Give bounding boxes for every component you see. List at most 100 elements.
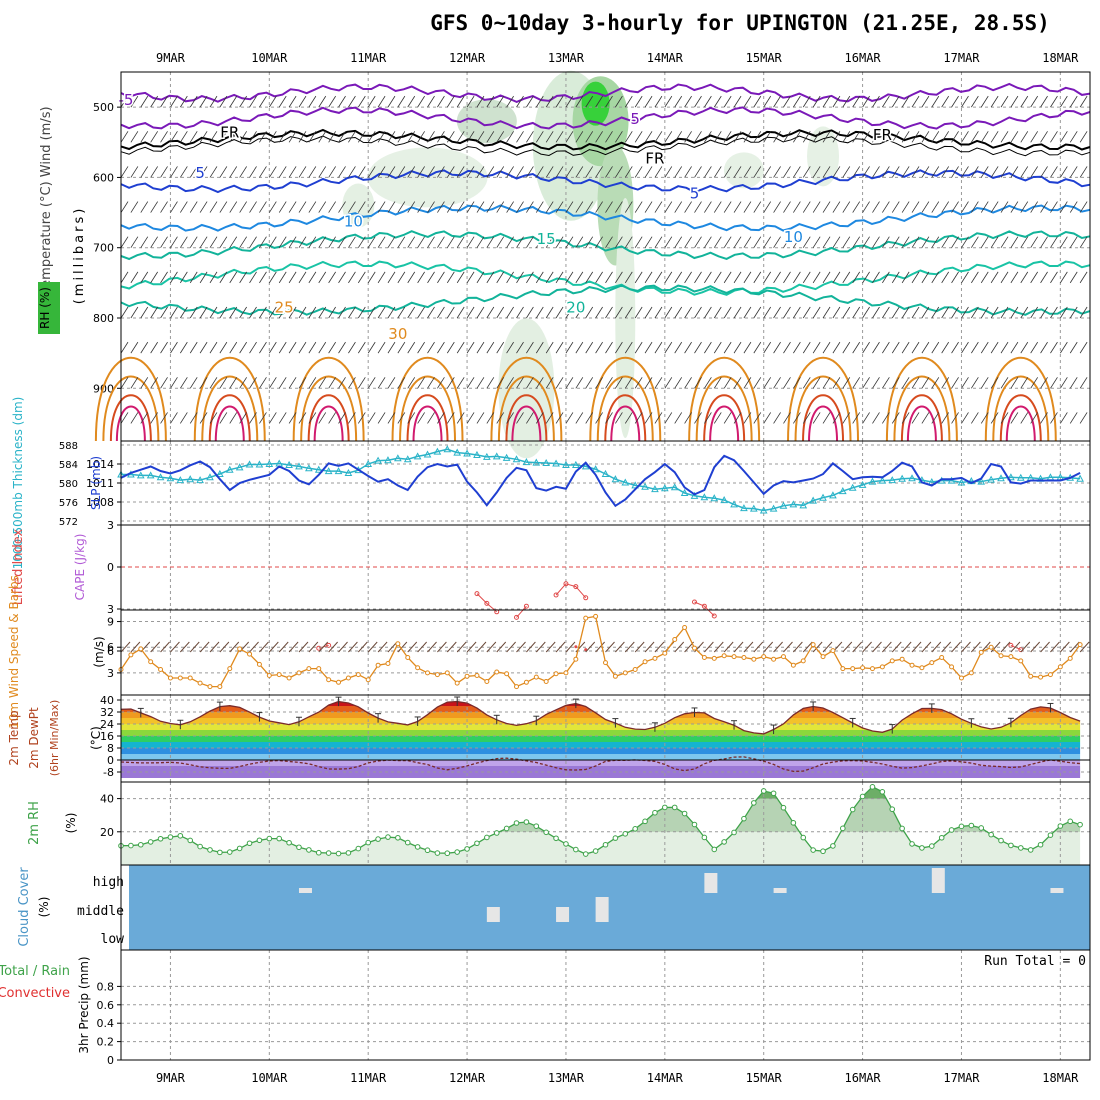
wind-barb	[1040, 95, 1048, 108]
rh-point	[246, 840, 253, 847]
wind-barb	[802, 377, 811, 389]
wind-barb	[308, 201, 317, 213]
wind-barb	[1030, 341, 1039, 354]
wind-barb	[763, 201, 772, 213]
wind-barb	[456, 236, 465, 248]
li-axis-title: Lifted Index	[11, 528, 26, 605]
wind-barb	[387, 271, 396, 284]
wind-barb	[793, 412, 801, 424]
wind-barb	[575, 341, 584, 354]
rh-point	[424, 847, 431, 854]
wind-barb	[595, 166, 603, 178]
wind-barb	[249, 306, 257, 319]
wind-barb	[971, 341, 979, 354]
wind-barb	[516, 131, 524, 143]
li-series-point	[574, 645, 578, 649]
wind-barb-10m	[970, 641, 981, 653]
wind-barb	[901, 377, 910, 389]
wind-barb	[209, 166, 218, 178]
wind-barb	[476, 131, 485, 143]
wind-barb	[417, 341, 425, 354]
rh-point	[760, 788, 767, 794]
wind-barb	[1069, 236, 1078, 248]
wind-barb	[1069, 131, 1078, 143]
wind-barb	[575, 377, 584, 389]
thickness-point	[403, 455, 412, 463]
wind-barb	[664, 271, 673, 284]
wind-speed-point	[1028, 673, 1034, 679]
wind-barb	[120, 236, 129, 248]
wind-barb	[694, 341, 702, 354]
wind-barb	[1059, 166, 1068, 178]
wind-barb	[506, 377, 514, 389]
wind-barb	[328, 412, 336, 424]
wind-speed-point	[474, 672, 480, 678]
wind-barb	[219, 236, 228, 248]
rh-point	[226, 849, 233, 855]
date-label-16MAR: 16MAR	[845, 51, 882, 65]
wind-barb	[367, 236, 376, 248]
rh-point	[830, 843, 836, 849]
wind-barb	[278, 166, 287, 178]
wind-barb	[506, 166, 514, 178]
wind-barb	[812, 95, 821, 108]
rh-point	[306, 847, 312, 853]
wind-barb	[387, 377, 396, 389]
wind-barb	[288, 166, 297, 178]
wind-barb	[664, 131, 673, 143]
wind-barb	[753, 306, 762, 319]
wind-barb	[733, 201, 742, 213]
rh-point	[157, 835, 164, 842]
wind-barb	[783, 306, 791, 319]
wind-barb	[773, 306, 781, 319]
wind-barb	[357, 341, 366, 354]
wind-speed-point	[266, 672, 272, 678]
wind-barb	[367, 201, 376, 213]
isotherm-label: FR	[873, 126, 892, 144]
wind-barb	[901, 166, 910, 178]
wind-barb	[308, 131, 317, 143]
wind-barb	[1069, 166, 1078, 178]
wind-barb	[565, 412, 574, 424]
wind-barb	[535, 166, 544, 178]
warm-isotherm-lobe	[794, 375, 852, 442]
thickness-point	[502, 453, 511, 461]
wind-barb	[891, 131, 900, 143]
rh-point	[296, 844, 302, 851]
wind-barb	[318, 306, 327, 319]
wind-barb	[634, 306, 643, 319]
wind-barb	[387, 236, 396, 248]
cloud-level-low: low	[101, 932, 125, 947]
wind-barb	[189, 412, 198, 424]
cloud-bar	[931, 868, 945, 893]
isotherm-line	[120, 260, 1091, 296]
wind-barb	[446, 306, 455, 319]
wind-barb	[259, 166, 267, 178]
wind-barb	[822, 166, 831, 178]
wind-barb	[664, 412, 673, 424]
wind-barb	[545, 95, 554, 108]
wind-barb	[575, 131, 584, 143]
wind-speed-point	[919, 665, 925, 671]
isotherm-line	[120, 284, 1091, 316]
wind-barb	[170, 95, 178, 108]
wind-barb	[1020, 95, 1029, 108]
wind-barb	[605, 166, 613, 178]
wind-barb	[160, 131, 168, 143]
wind-barb	[130, 236, 139, 248]
wind-barb	[694, 271, 702, 284]
wind-barb	[852, 306, 861, 319]
wind-barb	[348, 341, 356, 354]
wind-barb	[229, 306, 238, 319]
warm-isotherm-lobe	[787, 356, 860, 442]
wind-barb	[150, 236, 159, 248]
wind-barb	[951, 412, 959, 424]
wind-barb	[170, 271, 178, 284]
wind-barb	[704, 341, 712, 354]
slp-axis-title: SLP (mb)	[89, 456, 103, 510]
warm-isotherm-lobe	[604, 394, 647, 442]
wind-barb-10m	[179, 641, 190, 653]
wind-barb	[486, 377, 495, 389]
wind-barb	[822, 201, 831, 213]
thickness-point	[710, 494, 719, 502]
